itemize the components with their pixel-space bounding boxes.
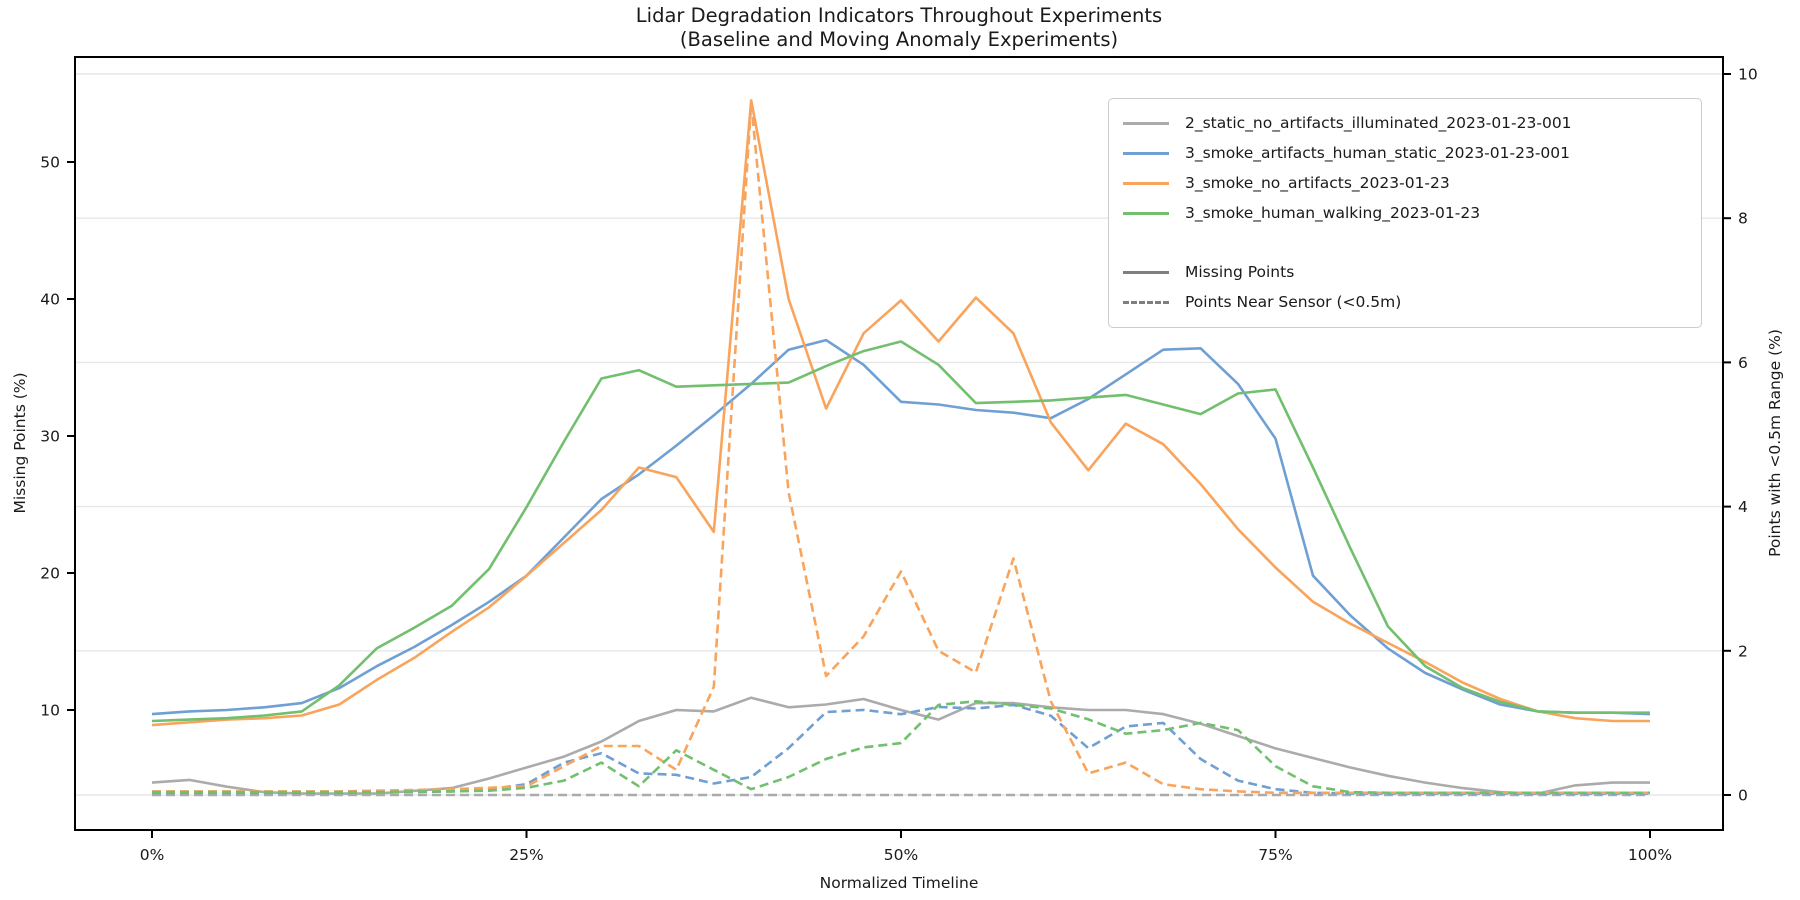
legend-label: 3_smoke_human_walking_2023-01-23 [1185, 204, 1481, 222]
x-tick-label: 100% [1628, 846, 1672, 864]
series-line-solid [151, 99, 1650, 727]
series-line-dashed [152, 699, 1650, 795]
y-right-tick-label: 0 [1738, 787, 1748, 805]
legend: 2_static_no_artifacts_illuminated_2023-0… [1108, 98, 1702, 328]
legend-label: 3_smoke_no_artifacts_2023-01-23 [1185, 174, 1450, 192]
legend-label: 3_smoke_artifacts_human_static_2023-01-2… [1185, 144, 1570, 162]
chart-title-line1: Lidar Degradation Indicators Throughout … [636, 4, 1162, 27]
y-left-tick-label: 50 [40, 154, 60, 172]
y-right-tick-label: 4 [1738, 498, 1748, 516]
y-left-tick-label: 30 [40, 428, 60, 446]
x-tick-label: 75% [1258, 846, 1292, 864]
y-left-tick-label: 10 [40, 702, 60, 720]
series-line-dashed [152, 101, 1650, 795]
x-axis-label: Normalized Timeline [820, 874, 979, 892]
y-right-tick-label: 6 [1738, 354, 1748, 372]
legend-line-sample-dashed [1123, 300, 1169, 304]
legend-line-sample-solid [1123, 181, 1169, 185]
legend-label: 2_static_no_artifacts_illuminated_2023-0… [1185, 114, 1572, 132]
series-line-solid [151, 696, 1650, 795]
plot-border [74, 56, 1724, 831]
y-axis-label-right: Points with <0.5m Range (%) [1766, 329, 1784, 557]
legend-label: Points Near Sensor (<0.5m) [1185, 293, 1402, 311]
series-line-solid [151, 338, 1651, 716]
y-right-tick-label: 2 [1738, 642, 1748, 660]
legend-line-sample-solid [1123, 151, 1169, 155]
legend-item-series: 2_static_no_artifacts_illuminated_2023-0… [1123, 108, 1687, 138]
y-left-tick-label: 20 [40, 565, 60, 583]
legend-line-sample-solid [1123, 121, 1169, 125]
x-tick-label: 50% [884, 846, 918, 864]
y-right-tick-label: 8 [1738, 210, 1748, 228]
data-series [151, 99, 1651, 797]
legend-item-series: 3_smoke_no_artifacts_2023-01-23 [1123, 168, 1687, 198]
y-axis-label-left: Missing Points (%) [11, 372, 29, 513]
series-line-dashed [152, 703, 1650, 795]
legend-item-series: 3_smoke_artifacts_human_static_2023-01-2… [1123, 138, 1687, 168]
x-tick-label: 25% [509, 846, 543, 864]
y-left-tick-label: 40 [40, 291, 60, 309]
legend-item-style: Points Near Sensor (<0.5m) [1123, 287, 1687, 317]
legend-item-style: Missing Points [1123, 257, 1687, 287]
legend-line-sample-solid [1123, 211, 1169, 215]
x-tick-label: 0% [140, 846, 165, 864]
legend-label: Missing Points [1185, 263, 1295, 281]
legend-item-series: 3_smoke_human_walking_2023-01-23 [1123, 198, 1687, 228]
series-line-solid [151, 340, 1650, 723]
legend-line-sample-solid [1123, 270, 1169, 274]
chart-title-line2: (Baseline and Moving Anomaly Experiments… [680, 28, 1118, 51]
y-right-tick-label: 10 [1738, 66, 1758, 84]
